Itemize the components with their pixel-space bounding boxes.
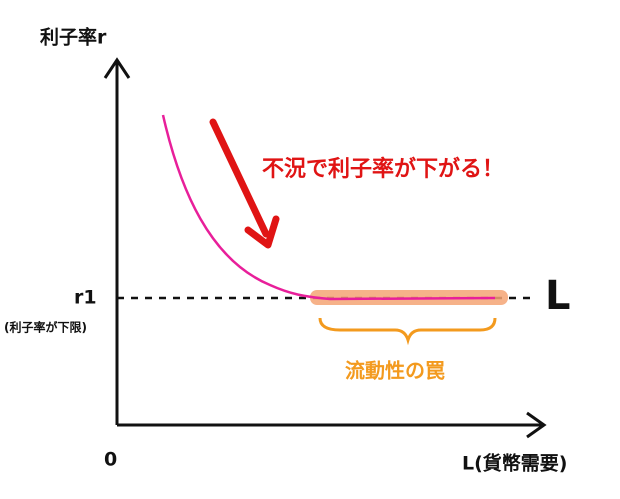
curve-label: L	[545, 273, 571, 319]
trap-label: 流動性の罠	[345, 359, 445, 383]
floor-note: (利子率が下限)	[4, 320, 87, 335]
trap-brace	[318, 317, 497, 346]
annotation: 不況で利子率が下がる！	[262, 156, 504, 182]
money-demand-curve	[161, 114, 496, 301]
down-arrow-head	[244, 215, 280, 249]
floor-label: r1	[74, 287, 97, 309]
y-axis-label: 利子率r	[40, 26, 107, 49]
origin-label: 0	[104, 449, 117, 471]
x-axis-label: L(貨幣需要)	[462, 452, 567, 475]
x-axis-arrow	[526, 411, 547, 439]
y-axis-arrow	[103, 57, 131, 79]
down-arrow	[209, 118, 270, 238]
